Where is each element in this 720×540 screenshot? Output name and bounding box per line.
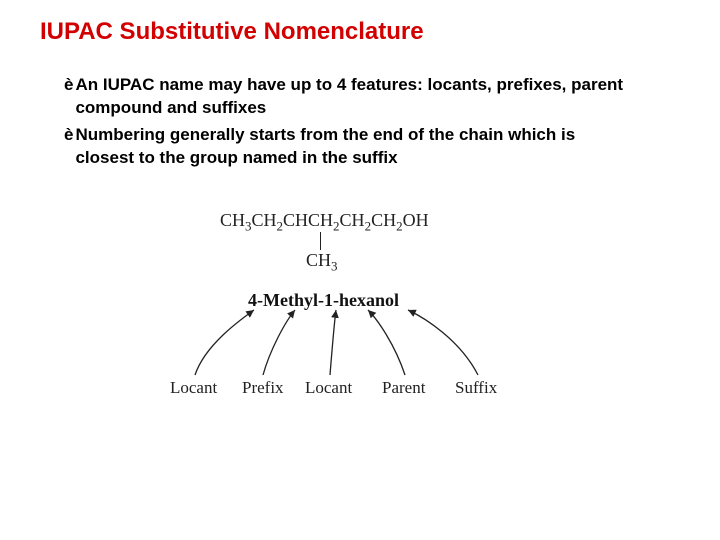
- bullet-item: è Numbering generally starts from the en…: [64, 124, 680, 170]
- compound-name: 4-Methyl-1-hexanol: [248, 290, 399, 311]
- annotation-label-suffix: Suffix: [455, 378, 497, 398]
- bullet-text: An IUPAC name may have up to 4 features:…: [75, 74, 635, 120]
- chem-frag: CH: [306, 250, 331, 270]
- chem-frag: CHCH: [283, 210, 333, 230]
- chem-main-chain: CH3CH2CHCH2CH2CH2OH: [220, 210, 429, 235]
- bullet-item: è An IUPAC name may have up to 4 feature…: [64, 74, 680, 120]
- annotation-label-locant-2: Locant: [305, 378, 352, 398]
- annotation-label-prefix: Prefix: [242, 378, 284, 398]
- chem-frag: OH: [403, 210, 429, 230]
- slide-title: IUPAC Substitutive Nomenclature: [40, 18, 680, 46]
- bullet-text: Numbering generally starts from the end …: [75, 124, 635, 170]
- chem-sub: 3: [331, 258, 338, 273]
- chem-bond-vertical: [320, 232, 321, 250]
- chem-frag: CH: [340, 210, 365, 230]
- annotation-label-parent: Parent: [382, 378, 425, 398]
- chem-branch: CH3: [306, 250, 338, 275]
- annotation-label-locant-1: Locant: [170, 378, 217, 398]
- bullet-arrow-icon: è: [64, 124, 73, 147]
- bullet-list: è An IUPAC name may have up to 4 feature…: [64, 74, 680, 170]
- nomenclature-diagram: CH3CH2CHCH2CH2CH2OH CH3 4-Methyl-1-hexan…: [150, 210, 570, 430]
- bullet-arrow-icon: è: [64, 74, 73, 97]
- chem-frag: CH: [220, 210, 245, 230]
- chem-frag: CH: [371, 210, 396, 230]
- chem-frag: CH: [252, 210, 277, 230]
